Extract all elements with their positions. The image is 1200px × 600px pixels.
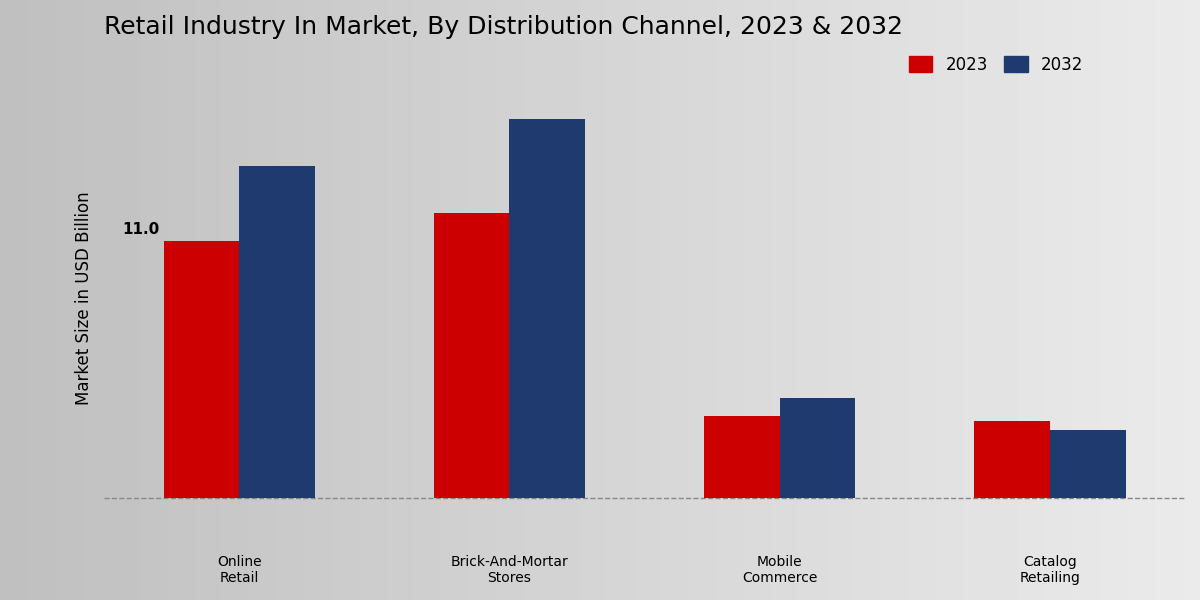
Text: 11.0: 11.0 [122,222,160,237]
Text: Retail Industry In Market, By Distribution Channel, 2023 & 2032: Retail Industry In Market, By Distributi… [104,15,904,39]
Bar [974,421,1050,498]
Legend: 2023, 2032: 2023, 2032 [902,49,1090,80]
Bar [780,398,856,498]
Bar [239,166,314,498]
Bar [163,241,239,498]
Bar [1050,430,1126,498]
Bar [433,212,510,498]
Y-axis label: Market Size in USD Billion: Market Size in USD Billion [74,191,94,404]
Bar [704,416,780,498]
Bar [510,119,586,498]
